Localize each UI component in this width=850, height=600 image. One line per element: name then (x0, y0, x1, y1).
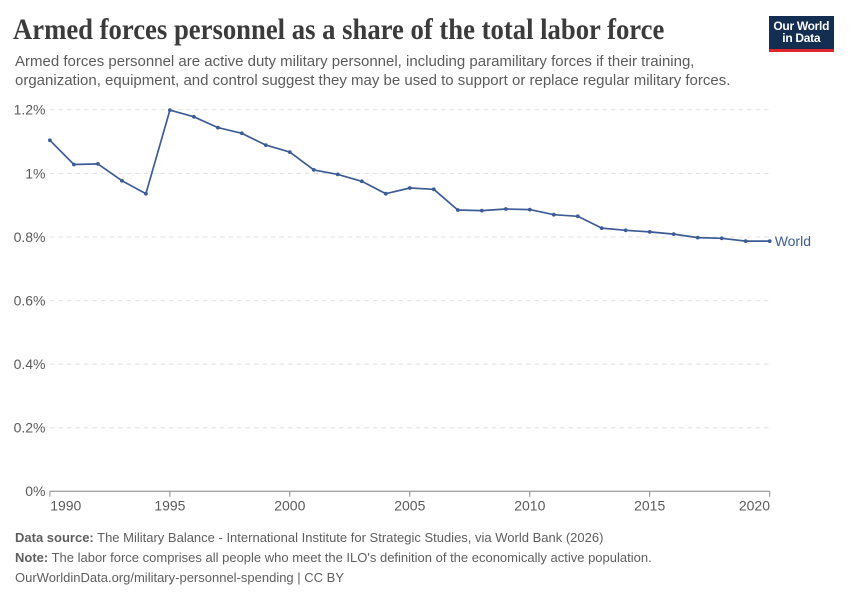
svg-text:2020: 2020 (739, 497, 770, 513)
svg-text:World: World (775, 233, 811, 249)
svg-text:0.4%: 0.4% (14, 356, 46, 372)
svg-text:1%: 1% (25, 165, 45, 181)
svg-text:1995: 1995 (154, 497, 185, 513)
svg-text:2000: 2000 (274, 497, 305, 513)
svg-text:0.6%: 0.6% (14, 293, 46, 309)
svg-text:1990: 1990 (50, 497, 81, 513)
svg-text:1.2%: 1.2% (14, 102, 46, 118)
svg-text:0%: 0% (25, 483, 45, 499)
svg-text:2010: 2010 (514, 497, 545, 513)
svg-text:0.8%: 0.8% (14, 229, 46, 245)
svg-text:0.2%: 0.2% (14, 420, 46, 436)
svg-text:2015: 2015 (634, 497, 665, 513)
svg-text:2005: 2005 (394, 497, 425, 513)
